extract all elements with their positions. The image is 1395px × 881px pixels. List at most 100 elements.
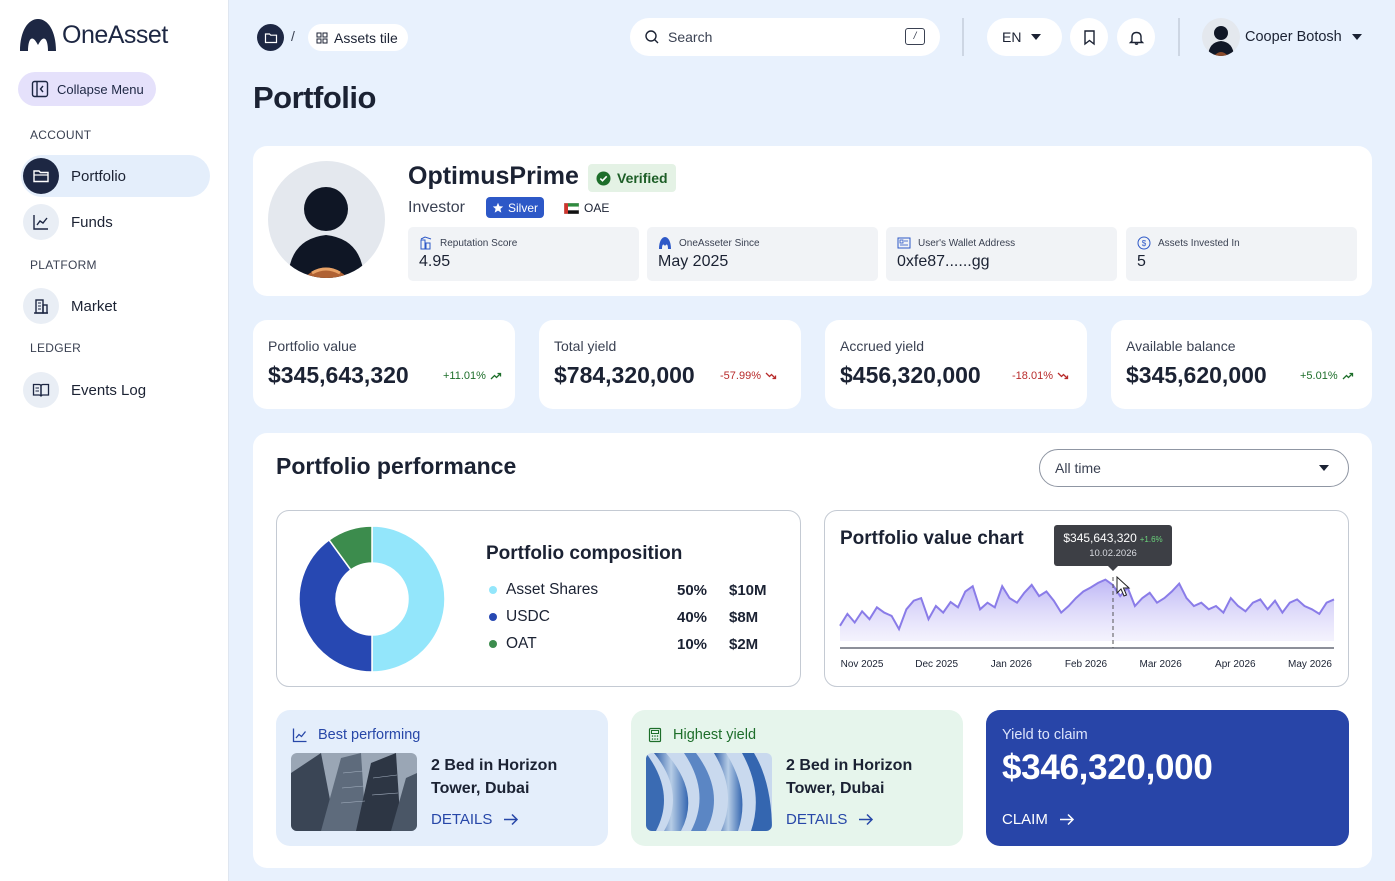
header-divider [962,18,964,56]
composition-title: Portfolio composition [486,543,683,564]
kpi-total-yield: Total yield $784,320,000 -57.99% [539,320,801,409]
kpi-value: $456,320,000 [840,362,981,388]
arrow-right-icon [1059,813,1074,826]
property-image [646,753,772,831]
language-select[interactable]: EN [987,18,1062,56]
brand-logo[interactable]: OneAsset [18,17,168,53]
legend-item-asset-shares: Asset Shares [489,581,598,599]
tier-badge: Silver [486,197,545,218]
property-name: 2 Bed in Horizon Tower, Dubai [431,757,558,797]
kpi-change: -18.01% [1012,370,1069,382]
legend-percent: 40% [677,609,708,626]
x-tick-label: Feb 2026 [1065,659,1108,670]
kpi-change-value: -57.99% [720,370,761,382]
legend-name: OAT [506,635,537,652]
building-chart-icon [420,236,432,250]
header-divider [1178,18,1180,56]
highest-yield-card: Highest yield 2 Bed in Horizon Tower, Du… [631,710,963,846]
sidebar-item-funds[interactable]: Funds [21,201,210,243]
details-label: DETAILS [786,811,848,828]
kpi-value: $345,620,000 [1126,362,1267,388]
stat-label: Assets Invested In [1158,237,1240,249]
trend-up-icon [1342,372,1353,380]
time-range-value: All time [1055,460,1101,476]
x-tick-label: Dec 2025 [915,659,958,670]
legend-dot [489,640,497,648]
x-tick-label: Jan 2026 [991,659,1033,670]
bookmark-button[interactable] [1070,18,1108,56]
tooltip-date: 10.02.2026 [1089,548,1137,559]
x-tick-label: Mar 2026 [1140,659,1183,670]
section-ledger: LEDGER [30,341,82,355]
legend-name: USDC [506,608,550,625]
trend-up-icon [490,372,502,380]
details-label: DETAILS [431,811,493,828]
chart-area [840,579,1334,641]
trend-down-icon [1057,372,1069,380]
donut-slice-asset-shares[interactable] [371,526,445,672]
donut-slices [299,526,445,672]
x-tick-label: Apr 2026 [1215,659,1256,670]
collapse-menu-label: Collapse Menu [57,81,144,97]
legend-amount: $10M [729,582,767,599]
chevron-down-icon [1351,34,1362,40]
search-shortcut: / [905,28,925,45]
verified-badge: Verified [588,164,676,192]
details-button[interactable]: DETAILS [431,811,519,828]
stat-reputation-score: Reputation Score 4.95 [408,227,639,281]
value-chart-title: Portfolio value chart [840,528,1024,549]
search-bar[interactable]: / [630,18,940,56]
chevron-down-icon [1031,34,1042,40]
claim-amount: $346,320,000 [1002,748,1213,787]
notifications-button[interactable] [1117,18,1155,56]
property-name: 2 Bed in Horizon Tower, Dubai [786,757,913,797]
breadcrumb-label: Assets tile [334,29,398,46]
time-range-select[interactable]: All time [1039,449,1349,487]
section-account: ACCOUNT [30,128,92,142]
oneasset-logo-icon [659,237,671,249]
stat-value: 5 [1137,253,1146,270]
user-name: Cooper Botosh [1245,29,1342,45]
search-input[interactable] [668,29,888,45]
composition-donut-chart [299,526,445,672]
stat-label: User's Wallet Address [918,237,1016,249]
portfolio-value-line-chart[interactable]: Nov 2025 Dec 2025 Jan 2026 Feb 2026 Mar 2026… [825,511,1350,688]
cursor-icon [1116,575,1131,597]
sidebar-item-label: Market [71,297,117,315]
breadcrumb-current[interactable]: Assets tile [308,24,408,51]
star-icon [492,202,504,213]
brand-name: OneAsset [62,20,168,49]
bell-icon [1128,31,1144,45]
card-heading: Yield to claim [1002,727,1088,743]
breadcrumb-home[interactable] [257,24,284,51]
legend-dot [489,586,497,594]
kpi-change: +11.01% [443,370,502,382]
breadcrumb-separator: / [291,28,295,44]
collapse-menu-button[interactable]: Collapse Menu [18,72,156,106]
tier-label: Silver [508,200,539,215]
portfolio-performance-section: Portfolio performance All time Portfolio… [253,433,1372,868]
dollar-circle-icon: $ [1137,236,1151,250]
sidebar-item-events-log[interactable]: Events Log [21,369,210,411]
sidebar-item-label: Funds [71,213,113,231]
donut-slice-oat[interactable] [328,526,373,571]
user-menu[interactable]: Cooper Botosh [1202,18,1362,56]
sidebar-item-market[interactable]: Market [21,285,210,327]
stat-value: 4.95 [419,253,451,270]
wallet-icon [897,237,911,249]
sidebar-item-label: Events Log [71,381,147,399]
avatar [1202,18,1240,56]
portfolio-composition-card: Portfolio composition Asset Shares 50% $… [276,510,801,687]
profile-role: Investor [408,199,465,216]
stat-label: Reputation Score [440,237,518,249]
building-icon [23,288,59,324]
claim-button[interactable]: CLAIM [1002,811,1075,828]
verified-label: Verified [617,170,668,186]
donut-slice-usdc[interactable] [299,538,373,672]
sidebar-item-portfolio[interactable]: Portfolio [21,155,210,197]
country-label: OAE [584,201,610,215]
kpi-label: Available balance [1126,338,1236,354]
stat-member-since: OneAsseter Since May 2025 [647,227,878,281]
kpi-value: $345,643,320 [268,362,409,388]
details-button[interactable]: DETAILS [786,811,874,828]
